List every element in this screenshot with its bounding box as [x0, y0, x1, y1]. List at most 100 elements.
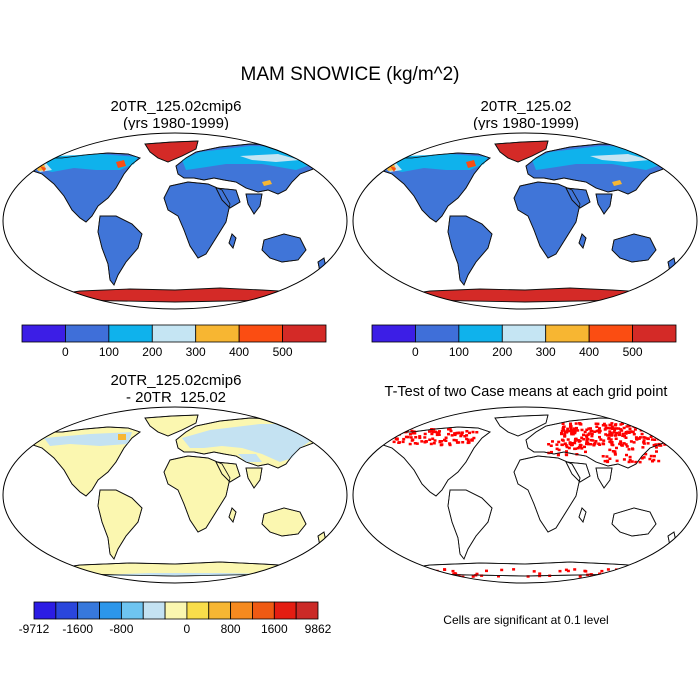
significant-cell: [601, 424, 605, 427]
colorbar-case2: 0 100 200 300 400 500: [371, 324, 677, 359]
significant-cell: [578, 422, 582, 425]
significant-cell: [624, 436, 628, 439]
significant-cell: [610, 422, 614, 425]
significant-cell: [611, 450, 615, 453]
significant-cell: [454, 432, 458, 435]
significant-cell: [424, 440, 428, 443]
significant-cell: [618, 431, 622, 434]
significant-cell: [586, 437, 590, 441]
significant-cell: [566, 427, 570, 431]
significant-cell: [468, 431, 471, 435]
significant-cell: [579, 444, 583, 447]
significant-cell: [609, 438, 613, 441]
significant-cell: [641, 446, 645, 449]
significant-cell: [627, 424, 631, 428]
coastline-samerica: [447, 215, 493, 286]
colorbar-tick-label: 500: [273, 345, 293, 359]
significant-cell: [432, 442, 436, 445]
significant-cell: [467, 441, 471, 444]
snow-region: [380, 154, 488, 172]
significant-cell: [448, 443, 452, 447]
significant-cell: [408, 433, 412, 436]
coastline-namerica: [29, 152, 141, 223]
colorbar-swatch: [371, 324, 416, 343]
significant-cell: [589, 427, 592, 430]
colorbar-swatch: [238, 324, 283, 343]
significant-cell: [566, 438, 570, 441]
significant-cell: [430, 432, 434, 436]
significant-cell: [470, 438, 474, 442]
significant-cell: [594, 422, 598, 425]
significant-cell: [622, 458, 626, 461]
colorbar-swatch: [33, 601, 57, 620]
significant-cell: [591, 439, 595, 442]
panel-title-top-right: 20TR_125.02 (yrs 1980-1999): [376, 98, 676, 132]
colorbar-tick-label: 400: [229, 345, 249, 359]
significant-cell: [648, 457, 652, 461]
significant-cell: [563, 442, 567, 445]
coastline-arabia: [565, 461, 591, 483]
significant-cell: [624, 443, 628, 446]
colorbar-swatch: [282, 324, 327, 343]
significant-cell: [604, 426, 608, 430]
significant-cell: [624, 432, 628, 435]
significant-cell: [598, 572, 602, 575]
significant-cell: [475, 572, 479, 576]
colorbar-tick-label: -800: [109, 622, 133, 636]
significant-cell: [602, 422, 606, 426]
significant-cell: [598, 429, 602, 433]
significant-cell: [532, 570, 536, 573]
coastline-namerica: [29, 426, 141, 497]
colorbar-tick-label: 200: [142, 345, 162, 359]
coastline-arabia: [215, 461, 241, 483]
significant-cell: [563, 432, 567, 436]
significant-cell: [646, 442, 650, 445]
significant-cell: [565, 429, 569, 433]
snow-region: [240, 154, 300, 162]
significant-cell: [555, 447, 559, 451]
significant-cell: [627, 431, 631, 434]
colorbar-tick-label: 0: [412, 345, 419, 359]
significant-cell: [434, 430, 437, 434]
colorbar-swatch: [151, 324, 197, 343]
significant-cell: [613, 450, 617, 453]
map-border: [2, 406, 348, 584]
map-panel-case2: [350, 130, 700, 312]
significant-cell: [500, 568, 504, 572]
significant-cell: [562, 426, 565, 429]
significant-cell: [622, 426, 626, 430]
significant-cell: [444, 436, 448, 439]
snow-region: [40, 166, 46, 172]
colorbar-tick-label: -1600: [62, 622, 93, 636]
significant-cell: [454, 439, 458, 442]
panel-title-top-left: 20TR_125.02cmip6 (yrs 1980-1999): [26, 98, 326, 132]
significant-cell: [642, 456, 646, 459]
significant-cell: [614, 433, 618, 437]
significant-cell: [460, 431, 464, 434]
significant-cell: [609, 431, 613, 435]
colorbar-swatch: [55, 601, 79, 620]
significant-cell: [652, 454, 656, 458]
significant-cell: [448, 442, 452, 445]
significant-cell: [573, 568, 577, 571]
colorbar-swatch: [632, 324, 677, 343]
significant-cell: [607, 437, 611, 440]
significant-cell: [628, 458, 632, 462]
colorbar-tick-label: 200: [492, 345, 512, 359]
panel-title-line1: 20TR_125.02: [480, 98, 572, 115]
significant-cell: [411, 438, 415, 441]
significant-cell: [651, 460, 654, 463]
significant-cell: [613, 427, 617, 430]
significant-cell: [640, 457, 644, 460]
significant-cell: [570, 432, 574, 436]
colorbar-tick-label: 0: [184, 622, 191, 636]
significant-cell: [598, 443, 602, 446]
significant-cell: [409, 436, 413, 439]
significant-cell: [563, 434, 567, 437]
coastline-madagascar: [228, 233, 237, 249]
significant-cell: [447, 428, 450, 431]
figure-title: MAM SNOWICE (kg/m^2): [240, 64, 460, 85]
significant-cell: [590, 432, 594, 436]
significant-cell: [592, 444, 596, 447]
significant-cell: [457, 574, 461, 577]
